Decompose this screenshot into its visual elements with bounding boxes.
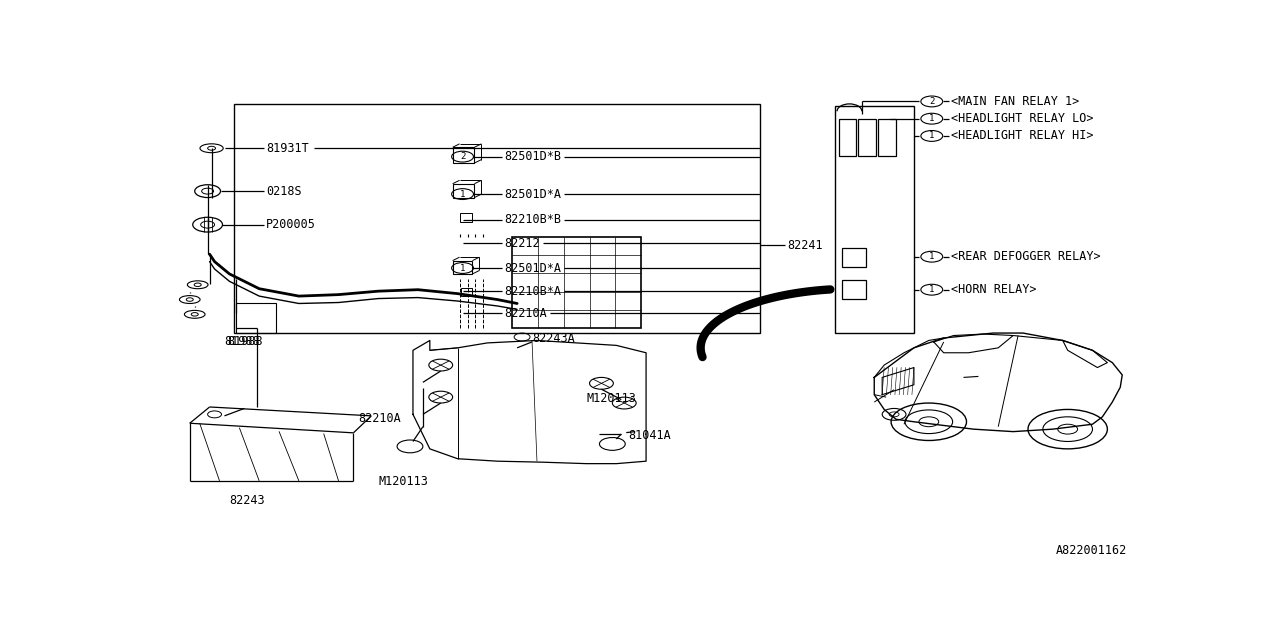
Text: 81988: 81988	[228, 335, 264, 348]
Text: M120113: M120113	[586, 392, 636, 404]
Text: 82210B*B: 82210B*B	[504, 213, 561, 226]
Text: 82241: 82241	[787, 239, 823, 252]
Bar	[453, 147, 475, 163]
Bar	[460, 213, 472, 222]
Text: <REAR DEFOGGER RELAY>: <REAR DEFOGGER RELAY>	[951, 250, 1101, 263]
Text: 82501D*A: 82501D*A	[504, 188, 561, 200]
Text: 1: 1	[929, 131, 934, 140]
Text: A822001162: A822001162	[1056, 544, 1128, 557]
Bar	[842, 248, 867, 266]
Text: 82501D*A: 82501D*A	[504, 262, 561, 275]
Bar	[835, 106, 914, 333]
Text: 1: 1	[929, 285, 934, 294]
Text: 82501D*B: 82501D*B	[504, 150, 561, 163]
Bar	[859, 118, 877, 156]
Text: 0218S: 0218S	[266, 184, 302, 198]
Bar	[234, 104, 760, 333]
Bar	[453, 260, 472, 274]
Text: 81988: 81988	[224, 335, 260, 348]
Text: 82212: 82212	[504, 237, 540, 250]
Bar	[461, 288, 472, 296]
Text: 1: 1	[929, 252, 934, 261]
Bar	[237, 303, 276, 333]
Text: 81931T: 81931T	[266, 141, 308, 155]
Text: 82210B*A: 82210B*A	[504, 285, 561, 298]
Text: 1: 1	[460, 189, 465, 198]
Text: <HORN RELAY>: <HORN RELAY>	[951, 283, 1036, 296]
Text: <HEADLIGHT RELAY HI>: <HEADLIGHT RELAY HI>	[951, 129, 1093, 143]
Text: 81041A: 81041A	[628, 429, 671, 442]
Text: <MAIN FAN RELAY 1>: <MAIN FAN RELAY 1>	[951, 95, 1079, 108]
Text: 2: 2	[929, 97, 934, 106]
Text: 82243: 82243	[229, 494, 265, 507]
Text: 82210A: 82210A	[358, 412, 401, 425]
Bar	[842, 280, 867, 298]
Text: <HEADLIGHT RELAY LO>: <HEADLIGHT RELAY LO>	[951, 112, 1093, 125]
Text: 1: 1	[460, 264, 465, 273]
Bar	[838, 118, 856, 156]
Text: 82243A: 82243A	[532, 332, 575, 346]
Text: M120113: M120113	[379, 476, 428, 488]
Bar	[453, 184, 475, 198]
Bar	[512, 237, 641, 328]
Bar	[878, 118, 896, 156]
Text: P200005: P200005	[266, 218, 316, 231]
Text: 82210A: 82210A	[504, 307, 547, 320]
Text: 1: 1	[929, 114, 934, 123]
Text: 2: 2	[460, 152, 465, 161]
